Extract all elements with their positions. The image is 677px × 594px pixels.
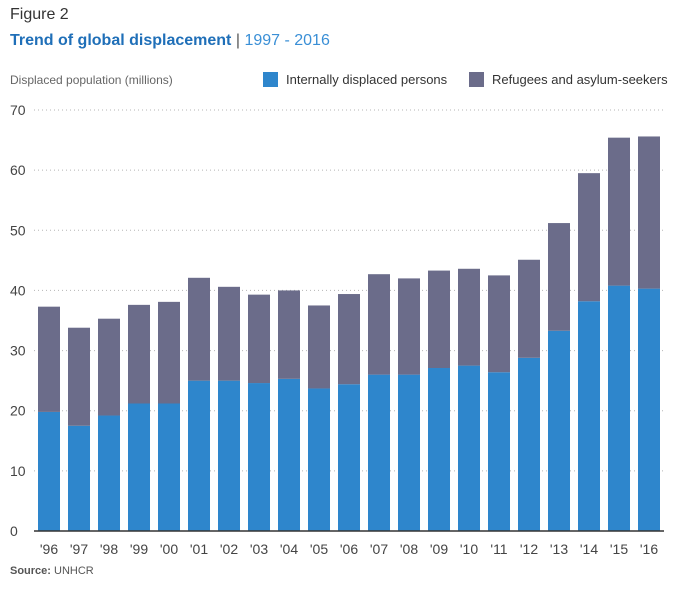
legend-label: Internally displaced persons	[286, 72, 448, 87]
bar-idp	[248, 383, 270, 531]
y-tick-label: 0	[10, 523, 18, 539]
bar-refugees	[278, 290, 300, 379]
bar-idp	[218, 380, 240, 531]
x-tick-label: '15	[610, 541, 628, 557]
bar-idp	[368, 374, 390, 531]
bar-idp	[128, 403, 150, 531]
bar-refugees	[338, 294, 360, 385]
x-tick-label: '98	[100, 541, 118, 557]
bar-refugees	[308, 305, 330, 389]
bar-refugees	[38, 306, 60, 412]
x-tick-label: '01	[190, 541, 208, 557]
bar-refugees	[398, 278, 420, 375]
y-tick-label: 30	[10, 343, 26, 359]
bar-refugees	[128, 304, 150, 404]
bar-idp	[338, 384, 360, 531]
x-tick-label: '97	[70, 541, 88, 557]
source-note: Source: UNHCR	[10, 565, 94, 577]
bar-refugees	[428, 270, 450, 369]
bar-refugees	[578, 173, 600, 302]
x-tick-label: '99	[130, 541, 148, 557]
x-tick-label: '16	[640, 541, 658, 557]
bar-idp	[308, 388, 330, 531]
bar-idp	[488, 372, 510, 531]
figure-label: Figure 2	[10, 6, 69, 23]
x-tick-label: '96	[40, 541, 58, 557]
y-tick-label: 50	[10, 222, 26, 238]
bar-idp	[638, 288, 660, 531]
y-tick-label: 10	[10, 463, 26, 479]
chart-subtitle: 1997 - 2016	[244, 32, 330, 49]
bar-refugees	[218, 286, 240, 381]
x-tick-label: '11	[490, 541, 507, 557]
bar-refugees	[68, 327, 90, 426]
title-separator: |	[235, 32, 240, 49]
bar-refugees	[368, 274, 390, 375]
bar-refugees	[518, 259, 540, 358]
bar-refugees	[158, 301, 180, 404]
source-value: UNHCR	[54, 565, 94, 577]
bar-idp	[68, 425, 90, 531]
y-tick-label: 20	[10, 403, 26, 419]
source-label: Source:	[10, 565, 51, 577]
x-tick-label: '12	[520, 541, 538, 557]
bar-refugees	[608, 137, 630, 286]
bar-idp	[578, 301, 600, 531]
bar-refugees	[188, 277, 210, 381]
x-tick-label: '10	[460, 541, 478, 557]
x-tick-label: '08	[400, 541, 418, 557]
x-tick-label: '05	[310, 541, 328, 557]
bar-refugees	[458, 268, 480, 366]
bar-idp	[398, 374, 420, 531]
legend-swatch	[469, 72, 484, 87]
x-tick-label: '14	[580, 541, 598, 557]
bar-idp	[608, 285, 630, 531]
x-tick-label: '03	[250, 541, 268, 557]
bar-idp	[278, 378, 300, 531]
bar-refugees	[638, 136, 660, 289]
bar-refugees	[98, 318, 120, 416]
bar-idp	[548, 330, 570, 531]
stacked-bar-chart: Displaced population (millions) 0 10 20 30 40…	[10, 72, 668, 557]
bar-idp	[158, 403, 180, 531]
x-tick-label: '00	[160, 541, 178, 557]
bar-idp	[518, 357, 540, 531]
bar-refugees	[548, 223, 570, 331]
x-tick-label: '02	[220, 541, 238, 557]
legend-swatch	[263, 72, 278, 87]
x-tick-label: '09	[430, 541, 448, 557]
y-tick-label: 40	[10, 282, 26, 298]
y-tick-label: 70	[10, 102, 26, 118]
bar-idp	[38, 411, 60, 531]
y-axis-label: Displaced population (millions)	[10, 73, 173, 87]
bar-idp	[188, 380, 210, 531]
bar-idp	[458, 365, 480, 531]
x-tick-label: '06	[340, 541, 358, 557]
x-tick-label: '07	[370, 541, 388, 557]
bar-idp	[98, 415, 120, 531]
x-tick-label: '04	[280, 541, 298, 557]
chart-title-line: Trend of global displacement | 1997 - 20…	[10, 32, 330, 50]
bar-idp	[428, 368, 450, 531]
chart-title: Trend of global displacement	[10, 32, 232, 49]
bar-refugees	[488, 275, 510, 373]
x-tick-label: '13	[550, 541, 568, 557]
bar-refugees	[248, 294, 270, 384]
legend-label: Refugees and asylum-seekers	[492, 72, 668, 87]
y-tick-label: 60	[10, 162, 26, 178]
